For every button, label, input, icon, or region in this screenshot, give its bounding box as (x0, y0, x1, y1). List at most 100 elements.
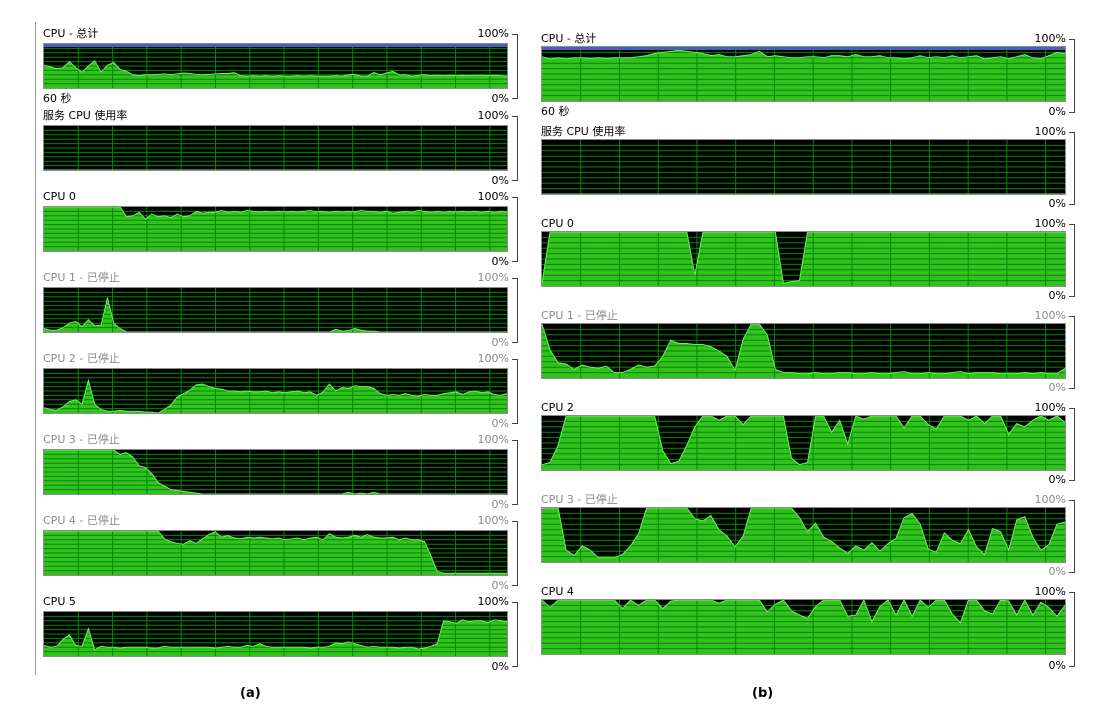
max-label: 100% (478, 271, 509, 284)
scale-bracket (512, 197, 518, 262)
min-label: 0% (492, 417, 509, 430)
cpu-graph (43, 206, 508, 252)
panel-title: CPU 5 (43, 595, 76, 608)
panel-title: 服务 CPU 使用率 (541, 125, 625, 138)
max-label: 100% (1035, 125, 1066, 138)
cpu-panel: 服务 CPU 使用率 100% 0% (541, 123, 1075, 209)
scale-bracket (512, 116, 518, 181)
cpu-panel: CPU - 总计 100% 60 秒 0% (43, 25, 518, 105)
usage-graph-svg (542, 416, 1065, 470)
cpu-graph (43, 125, 508, 171)
kernel-time-bar (542, 47, 1065, 50)
panel-title: CPU 2 (541, 401, 574, 414)
cpu-panel: CPU - 总计 100% 60 秒 0% (541, 30, 1075, 122)
panel-title: CPU 0 (43, 190, 76, 203)
usage-graph-svg (44, 207, 507, 251)
time-label: 60 秒 (541, 105, 570, 118)
max-label: 100% (478, 109, 509, 122)
usage-graph-svg (44, 126, 507, 170)
scale-bracket (512, 602, 518, 667)
scale-bracket (1069, 408, 1075, 481)
usage-graph-svg (44, 369, 507, 413)
cpu-panel: 服务 CPU 使用率 100% 0% (43, 107, 518, 187)
usage-graph-svg (542, 508, 1065, 562)
cpu-graph (43, 449, 508, 495)
cpu-graph (541, 231, 1066, 287)
min-label: 0% (492, 660, 509, 673)
scale-bracket (512, 359, 518, 424)
panel-title: 服务 CPU 使用率 (43, 109, 127, 122)
min-label: 0% (1049, 289, 1066, 302)
min-label: 0% (1049, 473, 1066, 486)
usage-graph-svg (542, 324, 1065, 378)
usage-graph-svg (542, 600, 1065, 654)
panel-title: CPU 1 - 已停止 (541, 309, 618, 322)
cpu-graph (541, 507, 1066, 563)
scale-bracket (512, 440, 518, 505)
max-label: 100% (1035, 217, 1066, 230)
max-label: 100% (478, 352, 509, 365)
cpu-graph (541, 323, 1066, 379)
min-label: 0% (492, 174, 509, 187)
usage-graph-svg (44, 612, 507, 656)
max-label: 100% (1035, 493, 1066, 506)
cpu-graph (541, 139, 1066, 195)
panel-title: CPU 1 - 已停止 (43, 271, 120, 284)
cpu-panel: CPU 3 - 已停止 100% 0% (541, 491, 1075, 577)
panel-title: CPU 0 (541, 217, 574, 230)
cpu-graph (43, 368, 508, 414)
max-label: 100% (478, 27, 509, 40)
cpu-panel: CPU 4 - 已停止 100% 0% (43, 512, 518, 592)
scale-bracket (512, 521, 518, 586)
cpu-graph (43, 287, 508, 333)
cpu-panel: CPU 1 - 已停止 100% 0% (541, 307, 1075, 393)
cpu-graph (43, 43, 508, 89)
cpu-panel: CPU 3 - 已停止 100% 0% (43, 431, 518, 511)
figure-caption: (a) (240, 686, 261, 701)
max-label: 100% (478, 190, 509, 203)
panel-title: CPU 4 (541, 585, 574, 598)
max-label: 100% (1035, 585, 1066, 598)
cpu-panel: CPU 0 100% 0% (43, 188, 518, 268)
usage-graph-svg (44, 288, 507, 332)
usage-graph-svg (542, 140, 1065, 194)
min-label: 0% (1049, 197, 1066, 210)
panel-title: CPU 4 - 已停止 (43, 514, 120, 527)
max-label: 100% (478, 514, 509, 527)
time-label: 60 秒 (43, 92, 72, 105)
cpu-panel: CPU 0 100% 0% (541, 215, 1075, 301)
min-label: 0% (492, 579, 509, 592)
panel-title: CPU - 总计 (541, 32, 596, 45)
scale-bracket (1069, 39, 1075, 113)
panel-title: CPU - 总计 (43, 27, 98, 40)
cpu-panel: CPU 1 - 已停止 100% 0% (43, 269, 518, 349)
scale-bracket (512, 278, 518, 343)
usage-graph-svg (44, 44, 507, 88)
cpu-panel: CPU 2 100% 0% (541, 399, 1075, 485)
min-label: 0% (492, 498, 509, 511)
min-label: 0% (1049, 565, 1066, 578)
scale-bracket (1069, 224, 1075, 297)
cpu-panel: CPU 4 100% 0% (541, 583, 1075, 673)
max-label: 100% (1035, 309, 1066, 322)
panel-title: CPU 2 - 已停止 (43, 352, 120, 365)
max-label: 100% (478, 433, 509, 446)
cpu-graph (43, 530, 508, 576)
kernel-time-bar (44, 44, 507, 47)
max-label: 100% (1035, 401, 1066, 414)
usage-graph-svg (542, 232, 1065, 286)
min-label: 0% (492, 336, 509, 349)
usage-graph-svg (44, 450, 507, 494)
figure-divider (35, 22, 36, 675)
scale-bracket (512, 34, 518, 99)
panel-title: CPU 3 - 已停止 (43, 433, 120, 446)
max-label: 100% (1035, 32, 1066, 45)
usage-graph-svg (542, 47, 1065, 101)
cpu-panel: CPU 2 - 已停止 100% 0% (43, 350, 518, 430)
scale-bracket (1069, 316, 1075, 389)
cpu-graph (541, 599, 1066, 655)
scale-bracket (1069, 592, 1075, 667)
scale-bracket (1069, 500, 1075, 573)
usage-graph-svg (44, 531, 507, 575)
min-label: 0% (1049, 105, 1066, 118)
